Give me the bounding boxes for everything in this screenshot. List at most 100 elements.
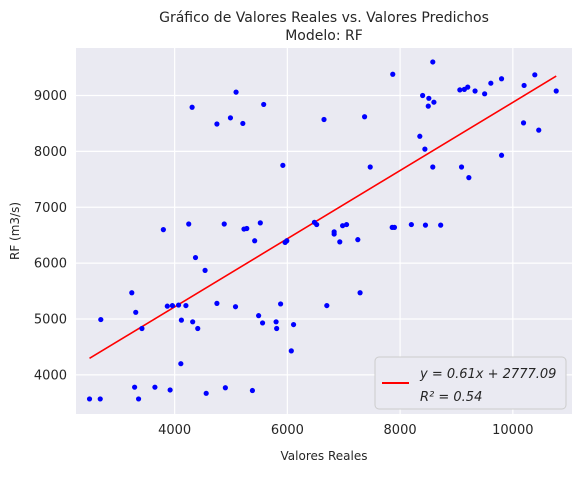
y-axis-label: RF (m3/s): [8, 202, 22, 260]
data-point: [259, 320, 266, 326]
data-point: [390, 71, 396, 77]
data-point: [357, 290, 363, 296]
regression-line: [89, 75, 557, 360]
chart-subtitle: Modelo: RF: [285, 28, 363, 44]
data-point: [278, 301, 284, 307]
data-point: [290, 321, 297, 328]
data-point: [167, 387, 173, 393]
data-point: [86, 396, 93, 402]
data-point: [160, 227, 166, 233]
data-point: [139, 325, 145, 332]
data-point: [227, 115, 234, 121]
data-point: [175, 302, 182, 308]
data-point: [426, 95, 432, 101]
data-point: [340, 223, 346, 229]
legend-r-squared: R² = 0.54: [420, 390, 482, 405]
data-point: [361, 114, 368, 120]
data-point: [331, 229, 337, 235]
data-point: [280, 162, 286, 168]
y-tick-label: 9000: [34, 89, 67, 104]
data-point: [195, 325, 201, 332]
legend-equation: y = 0.61x + 2777.09: [419, 367, 556, 382]
x-tick-label: 6000: [271, 423, 304, 438]
data-point: [240, 120, 246, 127]
x-tick-label: 4000: [158, 423, 191, 438]
data-point: [343, 221, 350, 228]
chart-title: Gráfico de Valores Reales vs. Valores Pr…: [159, 10, 489, 26]
x-axis-label: Valores Reales: [281, 449, 368, 463]
data-point: [422, 222, 429, 228]
data-point: [438, 222, 444, 228]
data-point: [252, 238, 258, 244]
data-point: [498, 76, 505, 82]
data-point: [391, 224, 398, 230]
y-tick-label: 6000: [34, 257, 67, 272]
data-point: [458, 164, 465, 170]
data-point: [337, 239, 343, 245]
data-point: [169, 302, 175, 309]
data-point: [244, 225, 250, 232]
data-point: [214, 300, 220, 306]
y-tick-label: 5000: [34, 313, 67, 328]
data-point: [135, 396, 142, 402]
data-point: [233, 89, 239, 95]
data-point: [192, 254, 199, 261]
data-point: [133, 309, 139, 315]
data-point: [408, 221, 414, 228]
data-point: [457, 87, 463, 93]
y-tick-label: 8000: [34, 145, 67, 160]
data-point: [186, 221, 192, 227]
data-point: [274, 325, 280, 332]
data-point: [520, 120, 527, 126]
data-point: [232, 304, 239, 310]
data-point: [98, 316, 104, 323]
y-tick-label: 7000: [34, 201, 67, 216]
y-tick-label: 4000: [34, 368, 67, 383]
data-point: [420, 92, 426, 99]
data-point: [178, 361, 184, 367]
data-point: [314, 221, 320, 228]
data-point: [164, 303, 170, 309]
data-point: [482, 91, 488, 97]
scatter-points: [86, 59, 559, 402]
data-point: [132, 384, 138, 390]
data-point: [532, 72, 538, 78]
tick-labels: 4000 6000 8000 10000 4000 5000 6000 7000 8000 900…: [34, 89, 534, 438]
data-point: [430, 59, 436, 65]
data-point: [222, 385, 228, 391]
data-point: [536, 127, 542, 133]
data-point: [422, 146, 428, 152]
data-point: [183, 302, 189, 309]
data-point: [498, 152, 505, 158]
legend: y = 0.61x + 2777.09 R² = 0.54: [374, 356, 567, 410]
data-point: [367, 164, 373, 170]
data-point: [257, 220, 263, 226]
grid-lines: [76, 48, 572, 414]
data-point: [431, 99, 437, 105]
data-point: [284, 238, 290, 244]
data-point: [129, 290, 135, 296]
data-point: [425, 103, 431, 109]
data-point: [321, 116, 327, 123]
data-point: [221, 221, 227, 227]
data-point: [214, 121, 220, 127]
data-point: [430, 164, 436, 170]
data-point: [152, 384, 158, 390]
data-point: [417, 133, 423, 139]
data-point: [256, 313, 262, 319]
data-point: [189, 104, 195, 110]
data-point: [472, 88, 478, 94]
data-point: [97, 396, 103, 402]
plot-background: [76, 48, 572, 414]
data-point: [465, 84, 471, 90]
x-tick-label: 8000: [384, 423, 417, 438]
legend-box: [374, 356, 567, 410]
data-point: [202, 267, 208, 273]
data-point: [203, 390, 209, 396]
data-point: [324, 302, 330, 309]
data-point: [273, 319, 279, 325]
data-point: [466, 175, 472, 181]
data-point: [190, 319, 196, 325]
